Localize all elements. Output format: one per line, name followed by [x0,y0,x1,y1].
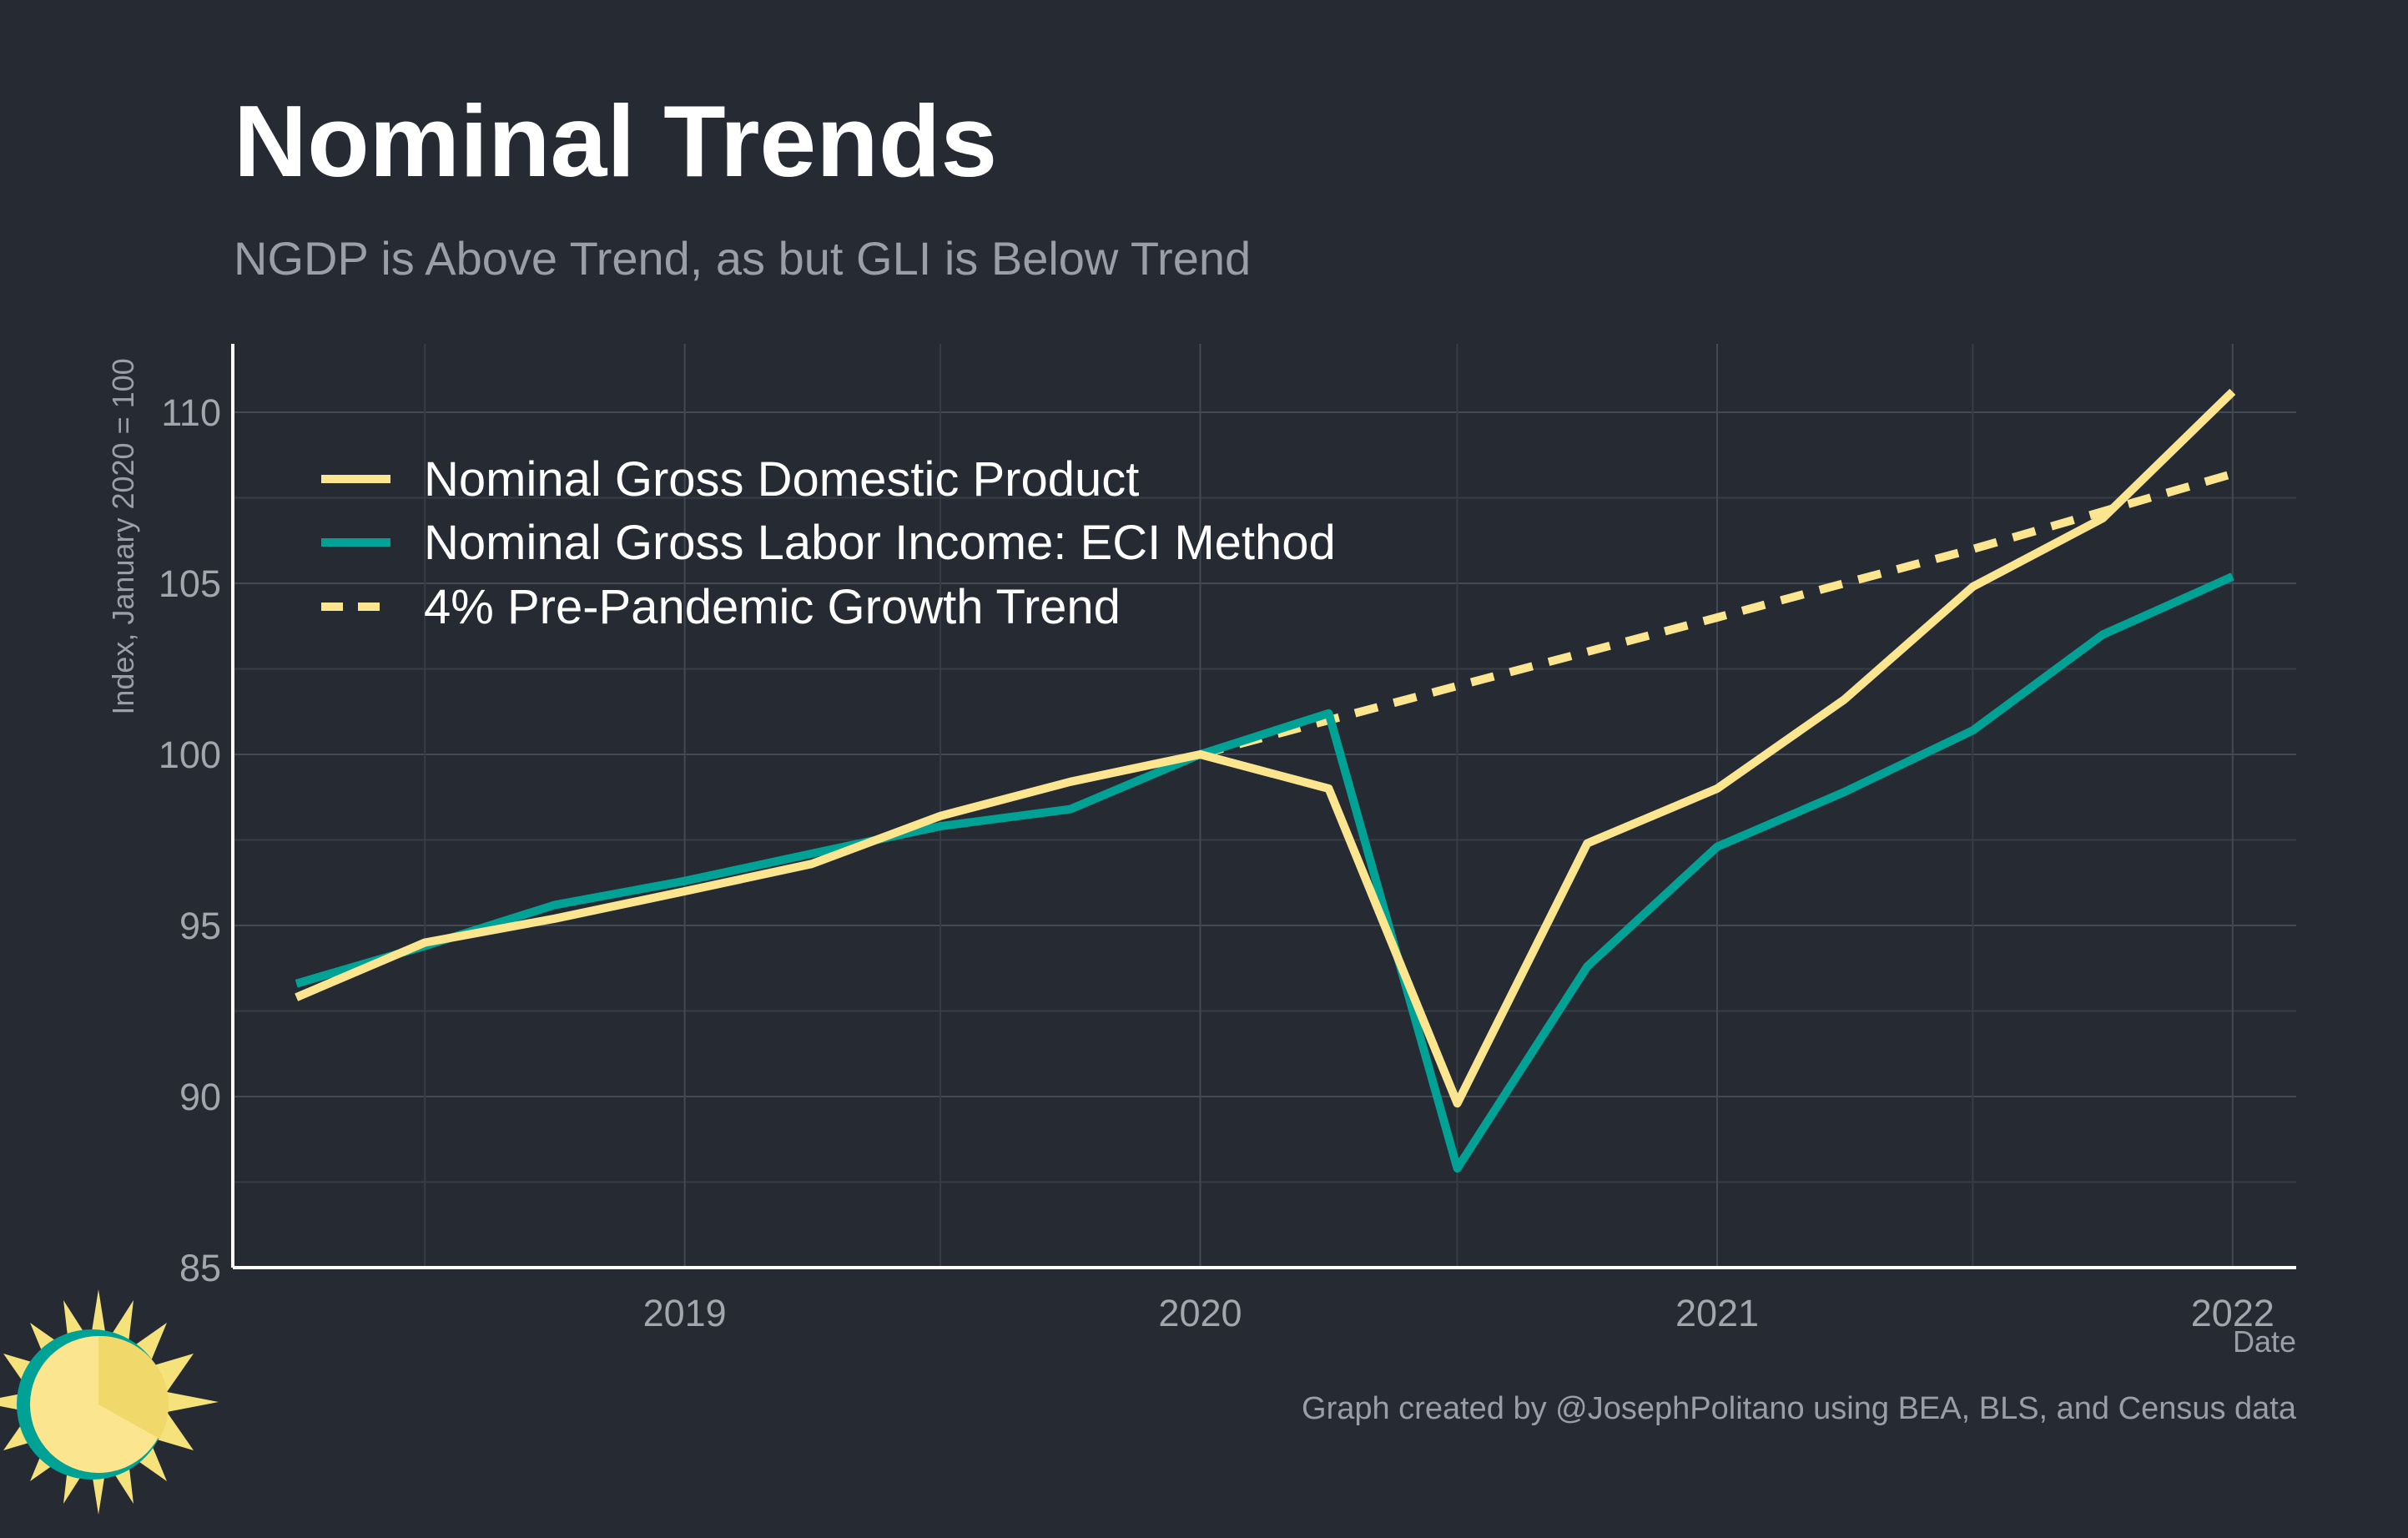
x-tick-label: 2022 [2191,1292,2275,1334]
y-tick-label: 100 [159,734,221,776]
x-tick-label: 2019 [643,1292,727,1334]
sun-logo-icon [0,1289,219,1515]
legend-label-trend: 4% Pre-Pandemic Growth Trend [424,580,1121,634]
series-line-ngdp [295,388,2236,1108]
chart-subtitle: NGDP is Above Trend, as but GLI is Below… [234,232,1252,285]
series-line-trend [1199,469,2234,759]
x-tick-label: 2020 [1158,1292,1242,1334]
x-axis-title: Date [2233,1324,2296,1359]
y-tick-label: 95 [179,905,221,947]
series-lines [295,388,2236,1173]
chart-title: Nominal Trends [234,84,998,198]
chart-legend: Nominal Gross Domestic Product Nominal G… [321,452,1336,634]
tick-labels: 85 90 95 100 105 110 2019 2020 2021 2022 [159,391,2275,1334]
y-tick-label: 110 [161,391,221,434]
grid-lines [233,344,2296,1268]
sun-shade [98,1335,169,1439]
chart-caption: Graph created by @JosephPolitano using B… [1302,1391,2297,1426]
axes [231,344,2296,1269]
y-tick-label: 85 [179,1247,221,1289]
series-line-gli [295,572,2234,1173]
y-axis-title: Index, January 2020 = 100 [106,358,140,714]
y-tick-label: 105 [159,562,221,605]
legend-label-gli: Nominal Gross Labor Income: ECI Method [424,516,1336,570]
legend-label-ngdp: Nominal Gross Domestic Product [424,452,1139,507]
y-tick-label: 90 [179,1076,221,1118]
x-tick-label: 2021 [1675,1292,1759,1334]
